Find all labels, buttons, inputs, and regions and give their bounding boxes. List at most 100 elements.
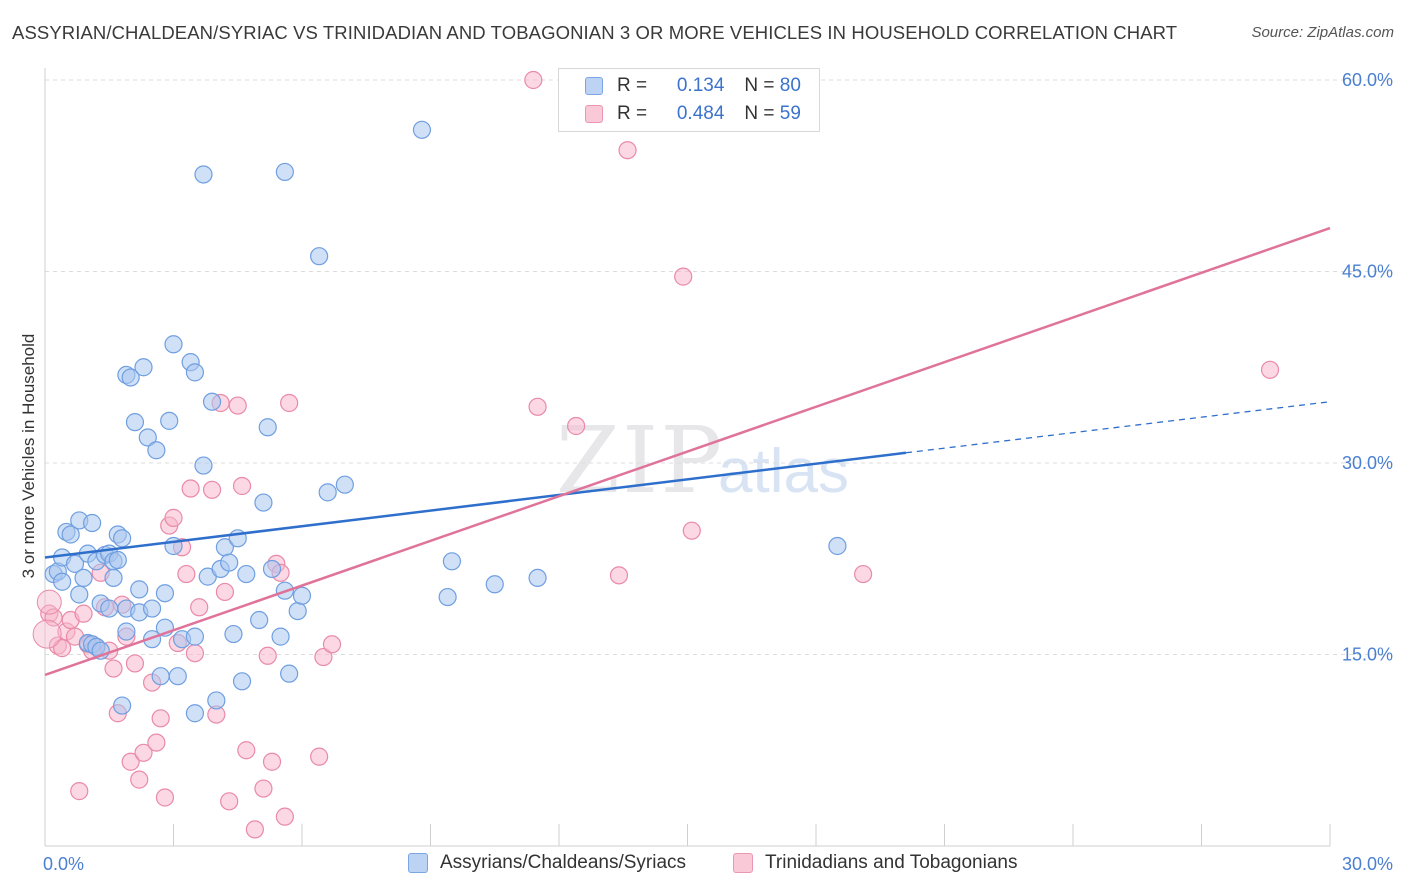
point-trinidadian <box>185 644 205 663</box>
point-trinidadian <box>254 779 273 798</box>
y-axis-label: 3 or more Vehicles in Household <box>19 334 38 579</box>
point-trinidadian <box>74 604 93 623</box>
point-trinidadian <box>322 635 342 654</box>
point-trinidadian <box>524 70 543 90</box>
point-assyrian <box>130 580 149 599</box>
legend-n-label: N = <box>744 75 775 96</box>
point-trinidadian <box>104 659 123 678</box>
point-assyrian <box>258 418 277 437</box>
series-legend: Assyrians/Chaldeans/Syriacs Trinidadians… <box>0 852 1406 878</box>
point-trinidadian <box>125 654 145 673</box>
point-assyrian <box>155 584 175 603</box>
point-trinidadian <box>36 589 62 615</box>
point-assyrian <box>271 627 290 646</box>
trend-line-assyrian <box>44 451 907 559</box>
point-assyrian <box>528 568 547 588</box>
point-trinidadian <box>70 782 89 801</box>
point-assyrian <box>438 587 457 607</box>
tick-labels: 15.0% 30.0% 45.0% 60.0% 0.0% 30.0% <box>43 70 1393 874</box>
point-assyrian <box>207 691 226 710</box>
point-trinidadian <box>177 564 196 584</box>
point-assyrian <box>194 165 213 184</box>
point-trinidadian <box>275 807 294 826</box>
point-trinidadian <box>121 752 140 771</box>
point-assyrian <box>108 550 127 570</box>
point-trinidadian <box>314 647 333 667</box>
point-trinidadian <box>237 741 256 760</box>
y-tick-label: 30.0% <box>1342 453 1393 473</box>
chart-title: ASSYRIAN/CHALDEAN/SYRIAC VS TRINIDADIAN … <box>12 22 1178 43</box>
point-assyrian <box>442 552 462 571</box>
stats-legend: R = 0.134 N = 80 R = 0.484 N = 59 <box>558 68 820 132</box>
point-assyrian <box>70 585 89 604</box>
point-assyrian <box>185 704 205 723</box>
legend-r-label: R = <box>617 103 648 124</box>
point-assyrian <box>65 554 85 573</box>
point-trinidadian <box>147 733 166 752</box>
point-assyrian <box>151 667 170 686</box>
series-legend-label: Assyrians/Chaldeans/Syriacs <box>440 852 687 873</box>
point-assyrian <box>142 599 162 618</box>
point-trinidadian <box>854 564 873 584</box>
point-trinidadian <box>310 747 329 766</box>
series-legend-item-blue: Assyrians/Chaldeans/Syriacs <box>408 852 686 874</box>
point-assyrian <box>292 586 312 605</box>
point-trinidadian <box>220 792 239 811</box>
point-trinidadian <box>181 479 200 498</box>
series-legend-item-pink: Trinidadians and Tobagonians <box>733 852 1017 874</box>
point-assyrian <box>125 413 145 432</box>
point-assyrian <box>104 568 123 588</box>
point-trinidadian <box>53 639 72 658</box>
data-points <box>32 70 1280 839</box>
point-assyrian <box>237 564 256 584</box>
point-trinidadian <box>134 743 153 762</box>
x-tick-label: 0.0% <box>43 854 84 874</box>
point-assyrian <box>220 553 239 572</box>
point-assyrian <box>288 601 307 621</box>
point-assyrian <box>168 667 187 686</box>
point-assyrian <box>100 599 119 618</box>
point-assyrian <box>61 525 80 544</box>
legend-n-value: 80 <box>779 75 801 96</box>
legend-swatch-blue <box>585 77 603 95</box>
point-assyrian <box>485 575 504 594</box>
series-legend-label: Trinidadians and Tobagonians <box>765 852 1018 873</box>
point-trinidadian <box>674 267 693 286</box>
point-trinidadian <box>280 393 299 413</box>
legend-r-label: R = <box>617 75 648 96</box>
axes <box>44 68 1331 847</box>
series-swatch-pink <box>733 853 753 873</box>
point-trinidadian <box>202 480 222 499</box>
point-assyrian <box>232 672 252 691</box>
point-assyrian <box>335 475 354 494</box>
point-assyrian <box>117 622 136 641</box>
point-trinidadian <box>618 141 637 160</box>
point-trinidadian <box>190 598 209 617</box>
point-assyrian <box>83 513 102 533</box>
point-trinidadian <box>1260 360 1280 379</box>
point-assyrian <box>53 572 72 591</box>
point-assyrian <box>134 358 153 377</box>
legend-row-blue: R = 0.134 N = 80 <box>585 73 801 99</box>
point-assyrian <box>310 247 329 266</box>
point-assyrian <box>112 696 132 715</box>
point-assyrian <box>185 627 205 646</box>
point-assyrian <box>202 392 222 411</box>
point-trinidadian <box>245 820 264 839</box>
legend-row-pink: R = 0.484 N = 59 <box>585 101 801 127</box>
point-trinidadian <box>151 709 170 728</box>
point-assyrian <box>138 428 157 447</box>
point-assyrian <box>318 483 337 502</box>
source-label: Source: ZipAtlas.com <box>1251 24 1394 41</box>
trend-line-trinidadian <box>44 226 1331 677</box>
point-trinidadian <box>215 582 234 602</box>
point-assyrian <box>250 610 269 630</box>
point-trinidadian <box>32 619 62 649</box>
point-assyrian <box>147 441 166 460</box>
point-assyrian <box>254 493 273 512</box>
legend-n-label: N = <box>744 103 775 124</box>
point-assyrian <box>412 120 432 139</box>
trend-line-assyrian-extension <box>905 401 1331 454</box>
point-trinidadian <box>155 788 175 807</box>
